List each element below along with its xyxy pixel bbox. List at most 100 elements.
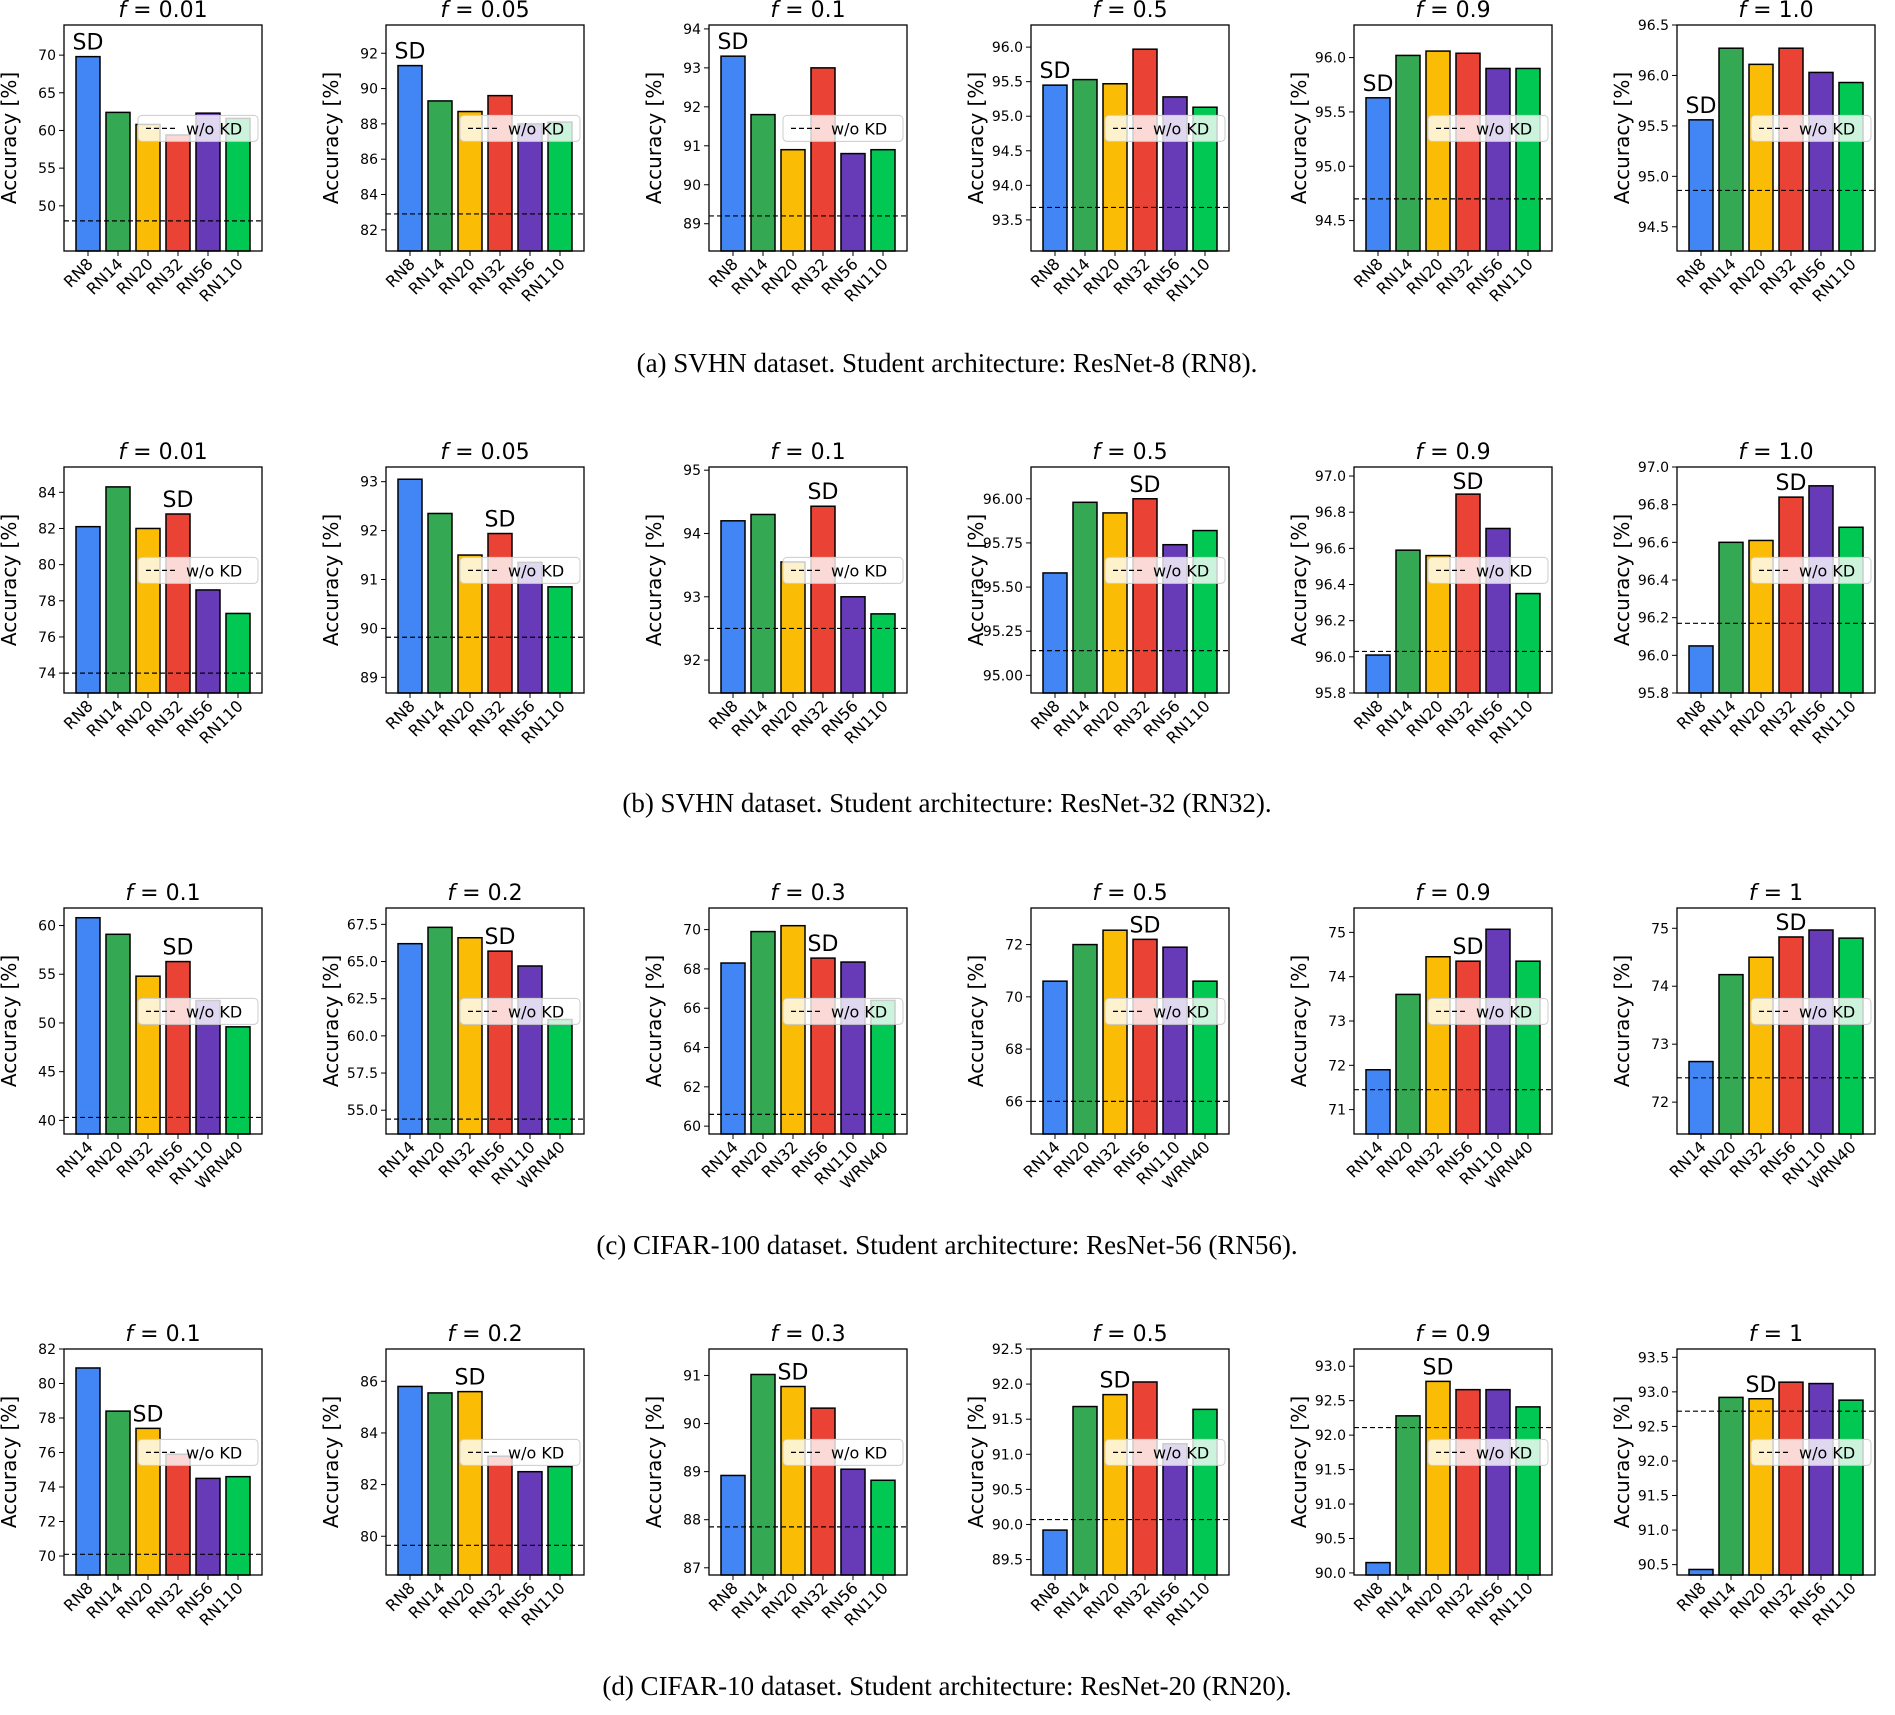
legend-label: w/o KD — [186, 1443, 242, 1462]
sd-label: SD — [1776, 911, 1807, 936]
axes-frame — [1030, 1348, 1230, 1576]
y-tick-label: 73 — [1651, 1037, 1669, 1053]
subplot: f = 0.9RN8RN14SDRN20RN32RN56RN11090.090.… — [1287, 1322, 1553, 1630]
sd-label: SD — [1130, 473, 1161, 498]
bar — [487, 1455, 513, 1576]
y-tick-label: 74 — [1328, 970, 1346, 986]
legend — [137, 114, 259, 142]
bar — [397, 1385, 423, 1576]
y-tick-label: 94 — [683, 22, 701, 38]
y-tick-label: 95.0 — [1638, 169, 1669, 185]
y-tick-label: 86 — [360, 152, 378, 168]
y-tick-label: 74 — [38, 666, 56, 682]
y-tick-label: 90 — [683, 178, 701, 194]
y-axis-label: Accuracy [%] — [1287, 1396, 1311, 1528]
y-tick-label: 93 — [683, 61, 701, 77]
y-axis-label: Accuracy [%] — [1610, 72, 1634, 204]
bar — [720, 962, 746, 1135]
y-axis-label: Accuracy [%] — [319, 1396, 343, 1528]
y-axis-label: Accuracy [%] — [642, 955, 666, 1087]
subplot-title: f = 0.5 — [1092, 440, 1167, 465]
y-tick-label: 84 — [360, 1426, 378, 1442]
subplot: f = 0.9RN14RN20RN32SDRN56RN110WRN4071727… — [1287, 881, 1553, 1193]
subplot: f = 0.1RN14RN20RN32SDRN56RN110WRN4040455… — [0, 881, 263, 1193]
bar — [1395, 549, 1421, 694]
legend-label: w/o KD — [508, 1443, 564, 1462]
bar — [1042, 572, 1068, 694]
y-tick-label: 40 — [38, 1113, 56, 1129]
legend — [1427, 1438, 1549, 1466]
legend — [1104, 556, 1226, 584]
axes-frame — [1676, 24, 1876, 252]
y-axis-label: Accuracy [%] — [1610, 955, 1634, 1087]
subplot-title: f = 0.9 — [1415, 0, 1490, 23]
y-axis-label: Accuracy [%] — [964, 955, 988, 1087]
y-tick-label: 95.5 — [1315, 105, 1346, 121]
legend — [1104, 114, 1226, 142]
bar — [75, 916, 101, 1135]
bar — [720, 1474, 746, 1576]
subplot: f = 0.9RN8RN14RN20SDRN32RN56RN11095.896.… — [1287, 440, 1553, 748]
subplot: f = 0.5RN14RN20RN32SDRN56RN110WRN4066687… — [964, 881, 1230, 1193]
bar — [1395, 1415, 1421, 1576]
bar — [810, 505, 836, 694]
sd-label: SD — [455, 1366, 486, 1391]
y-tick-label: 96.4 — [1315, 578, 1346, 594]
y-tick-label: 90 — [683, 1417, 701, 1433]
legend-label: w/o KD — [1476, 561, 1532, 580]
legend-label: w/o KD — [508, 561, 564, 580]
y-axis-label: Accuracy [%] — [1287, 72, 1311, 204]
y-tick-label: 94 — [683, 526, 701, 542]
bar — [1515, 1406, 1541, 1576]
subplot-title: f = 0.9 — [1415, 881, 1490, 906]
axes-frame — [63, 24, 263, 252]
y-tick-label: 76 — [38, 1446, 56, 1462]
y-tick-label: 95.8 — [1638, 686, 1669, 702]
axes-frame — [1353, 1348, 1553, 1576]
subplot: f = 0.01SDRN8RN14RN20RN32RN56RN110505560… — [0, 0, 263, 306]
y-tick-label: 91.0 — [1638, 1523, 1669, 1539]
bar — [1042, 84, 1068, 252]
legend — [1427, 997, 1549, 1025]
bar — [840, 596, 866, 694]
y-axis-label: Accuracy [%] — [642, 72, 666, 204]
bar — [1102, 83, 1128, 252]
bar — [427, 926, 453, 1135]
sd-label: SD — [1100, 1369, 1131, 1394]
y-tick-label: 92.0 — [1638, 1454, 1669, 1470]
y-tick-label: 91 — [683, 1368, 701, 1384]
legend — [1104, 1438, 1226, 1466]
bar — [840, 1468, 866, 1576]
y-tick-label: 82 — [360, 223, 378, 239]
legend-label: w/o KD — [1799, 1443, 1855, 1462]
subplot-title: f = 0.5 — [1092, 1322, 1167, 1347]
y-axis-label: Accuracy [%] — [319, 514, 343, 646]
legend-label: w/o KD — [831, 1002, 887, 1021]
axes-frame — [385, 466, 585, 694]
y-tick-label: 96.00 — [983, 492, 1023, 508]
y-tick-label: 50 — [38, 1016, 56, 1032]
legend — [137, 1438, 259, 1466]
y-tick-label: 72 — [1328, 1058, 1346, 1074]
subplot-title: f = 0.5 — [1092, 881, 1167, 906]
y-tick-label: 92.5 — [1638, 1419, 1669, 1435]
figure-row: f = 0.01RN8RN14RN20SDRN32RN56RN110747678… — [0, 440, 1876, 748]
bar — [1132, 498, 1158, 694]
legend-label: w/o KD — [186, 1002, 242, 1021]
bar — [547, 121, 573, 252]
bar — [1778, 936, 1804, 1135]
y-tick-label: 91.5 — [1638, 1489, 1669, 1505]
sd-label: SD — [133, 1402, 164, 1427]
bar — [1072, 501, 1098, 694]
subplot: f = 0.9SDRN8RN14RN20RN32RN56RN11094.595.… — [1287, 0, 1553, 306]
y-tick-label: 45 — [38, 1065, 56, 1081]
y-tick-label: 73 — [1328, 1014, 1346, 1030]
bar — [750, 113, 776, 252]
y-tick-label: 65.0 — [347, 955, 378, 971]
y-tick-label: 90.5 — [992, 1482, 1023, 1498]
legend-label: w/o KD — [1153, 561, 1209, 580]
subplot-title: f = 0.1 — [770, 0, 845, 23]
y-tick-label: 91.0 — [992, 1447, 1023, 1463]
bar — [1132, 938, 1158, 1135]
